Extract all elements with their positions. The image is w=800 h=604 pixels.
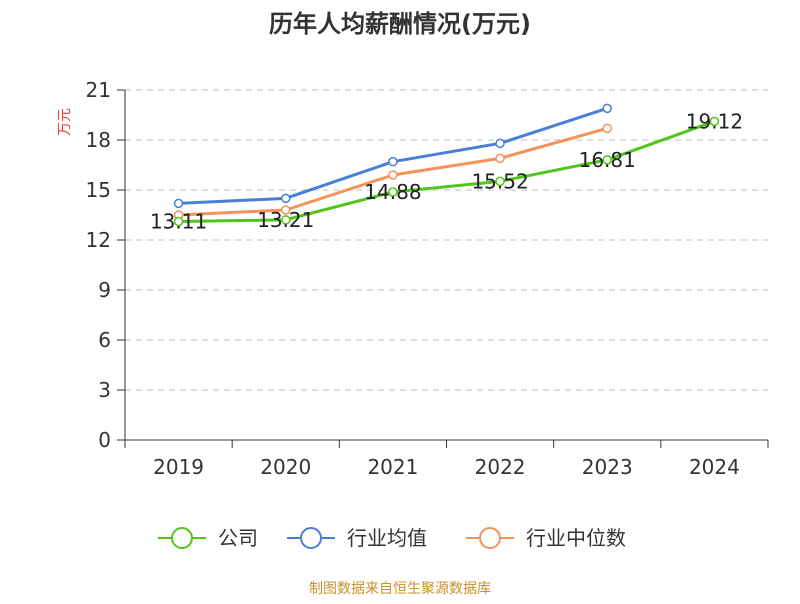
gridlines	[125, 89, 768, 391]
source-note: 制图数据来自恒生聚源数据库	[309, 581, 491, 597]
data-point	[602, 155, 612, 165]
legend-item: 行业均值	[287, 526, 427, 550]
data-point	[602, 103, 612, 114]
data-labels: 13.11 13.21 14.88 15.52 16.81 19.12	[150, 109, 743, 233]
data-point	[281, 205, 291, 215]
y-tick-label: 15	[86, 178, 111, 202]
y-tick-label: 21	[86, 78, 111, 102]
legend-swatch-marker	[171, 527, 193, 549]
data-label: 16.81	[579, 148, 636, 172]
data-point	[173, 198, 184, 209]
data-label: 13.11	[150, 210, 207, 234]
legend-label: 行业中位数	[526, 526, 626, 550]
data-point	[173, 216, 184, 227]
series-1	[173, 103, 612, 209]
series-2	[173, 123, 612, 220]
y-tick-label: 18	[86, 128, 111, 152]
legend-swatch-marker	[300, 527, 322, 549]
x-tick-label: 2019	[153, 455, 204, 479]
x-tick-label: 2024	[689, 455, 740, 479]
data-point	[495, 153, 505, 164]
data-point	[602, 123, 612, 134]
y-axis-label: 万元	[57, 108, 73, 136]
legend-label: 行业均值	[347, 526, 427, 550]
y-tick-label: 0	[98, 428, 111, 452]
data-point	[388, 156, 398, 167]
legend-item: 行业中位数	[466, 526, 626, 550]
data-point	[388, 170, 398, 180]
data-point	[281, 215, 291, 225]
data-point	[709, 116, 720, 127]
x-tick-label: 2023	[582, 455, 633, 479]
legend-swatch-marker	[479, 527, 501, 549]
data-label: 13.21	[257, 208, 314, 232]
x-tick-label: 2021	[367, 455, 418, 479]
x-tick-label: 2022	[475, 455, 526, 479]
y-tick-label: 6	[98, 328, 111, 352]
legend-label: 公司	[218, 526, 258, 550]
y-tick-label: 3	[98, 378, 111, 402]
data-point	[495, 138, 505, 149]
chart-title: 历年人均薪酬情况(万元)	[269, 10, 531, 38]
x-tick-label: 2020	[260, 455, 311, 479]
y-tick-label: 9	[98, 278, 111, 302]
legend-item: 公司	[158, 526, 258, 550]
data-label: 14.88	[364, 180, 421, 204]
data-point	[388, 187, 398, 197]
y-tick-label: 12	[86, 228, 111, 252]
legend: 公司 行业均值 行业中位数	[158, 526, 626, 550]
series-0	[173, 116, 720, 227]
axes: 0 3 6 9 12 15 18 21 2019 2020 2021 2022 2023 2024	[86, 78, 769, 479]
data-label: 15.52	[471, 169, 528, 193]
data-point	[281, 193, 291, 204]
data-point	[495, 176, 505, 187]
series-layer	[173, 103, 720, 227]
data-label: 19.12	[686, 109, 743, 133]
series-line	[177, 119, 716, 223]
